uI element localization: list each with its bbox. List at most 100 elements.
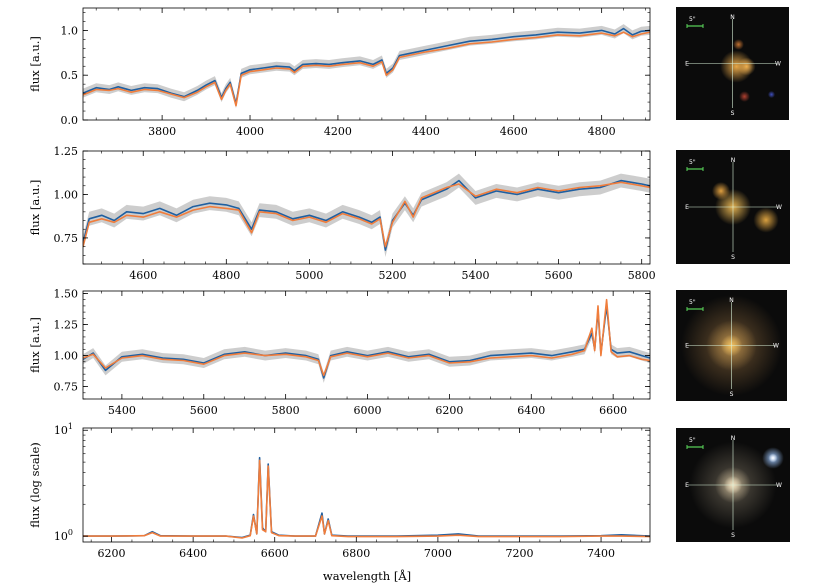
scale-label: 5": [689, 299, 696, 306]
y-tick-label: 1.00: [54, 188, 79, 201]
y-tick-label: 0.75: [54, 381, 79, 394]
x-tick-label: 6000: [354, 404, 382, 417]
observed-spectrum-line: [83, 179, 650, 251]
x-tick-label: 5600: [545, 269, 573, 282]
plot-area: [83, 24, 650, 109]
x-tick-label: 4600: [500, 125, 528, 138]
y-axis-label: flux [a.u.]: [28, 317, 42, 373]
compass-east: E: [685, 482, 689, 489]
axes-frame: [82, 290, 651, 400]
plot-area: [83, 173, 650, 257]
observed-spectrum-line: [83, 305, 650, 379]
x-tick-label: 5800: [272, 404, 300, 417]
y-tick-exponent: 1: [68, 422, 73, 431]
x-tick-label: 5000: [295, 269, 323, 282]
galaxy-thumbnail-1: 5" N S E W: [676, 7, 789, 120]
x-tick-label: 7000: [424, 547, 452, 560]
observed-uncertainty-band: [83, 300, 650, 383]
galaxy-source: [733, 39, 744, 50]
y-tick-label: 0.0: [61, 114, 79, 127]
compass-west: W: [773, 343, 779, 350]
compass-east: E: [685, 61, 689, 68]
x-axis-label: wavelength [Å]: [323, 569, 411, 583]
y-tick-label: 1.50: [54, 287, 79, 300]
spectrum-panel-1: 3800 4000 4200 4400 4600 4800 0.0 0.5 1.0 flux [a…: [28, 7, 651, 138]
scale-label: 5": [689, 437, 696, 444]
y-axis-label: flux [a.u.]: [28, 36, 42, 92]
y-axis-label: flux (log scale): [28, 442, 42, 528]
galaxy-source: [767, 90, 776, 99]
compass-south: S: [731, 110, 735, 117]
x-tick-label: 6200: [98, 547, 126, 560]
spectrum-panel-2: 4600 4800 5000 5200 5400 5600 5800 0.75 1.00 1.25…: [28, 145, 656, 282]
x-tick-label: 5600: [190, 404, 218, 417]
x-tick-label: 6400: [179, 547, 207, 560]
y-axis-label: flux [a.u.]: [28, 180, 42, 236]
y-tick-label: 101: [54, 422, 73, 437]
plot-area: [83, 298, 650, 383]
y-tick-exponent: 0: [68, 528, 73, 537]
y-tick-label: 100: [54, 528, 73, 543]
x-tick-label: 7200: [505, 547, 533, 560]
thumbnail-sources: [720, 39, 776, 102]
x-tick-label: 6400: [517, 404, 545, 417]
x-tick-label: 5800: [628, 269, 656, 282]
compass-north: N: [730, 14, 735, 21]
observed-spectrum-line: [83, 456, 650, 539]
x-tick-label: 5200: [378, 269, 406, 282]
observed-uncertainty-band: [83, 173, 650, 257]
spectrum-panel-4: 6200 6400 6600 6800 7000 7200 7400 100 101 flux (…: [28, 422, 651, 560]
x-tick-label: 6800: [342, 547, 370, 560]
compass-north: N: [731, 157, 736, 164]
x-tick-label: 4800: [212, 269, 240, 282]
axes-frame: [82, 150, 651, 265]
model-spectrum-line: [83, 31, 650, 107]
y-tick-label: 1.00: [54, 350, 79, 363]
axes-frame: [82, 7, 651, 121]
scale-label: 5": [689, 159, 696, 166]
compass-south: S: [731, 532, 735, 539]
compass-south: S: [730, 391, 734, 398]
x-tick-label: 3800: [148, 125, 176, 138]
compass-west: W: [776, 482, 782, 489]
x-tick-label: 6600: [261, 547, 289, 560]
model-spectrum-line: [83, 459, 650, 539]
model-spectrum-line: [83, 181, 650, 248]
observed-uncertainty-band: [83, 24, 650, 109]
thumbnail-sources: [689, 441, 784, 529]
compass-east: E: [685, 343, 689, 350]
plot-area: [83, 456, 650, 539]
x-tick-label: 6200: [435, 404, 463, 417]
compass-north: N: [731, 435, 736, 442]
model-spectrum-line: [83, 298, 650, 377]
galaxy-source: [753, 207, 779, 233]
galaxy-thumbnail-4: 5" N S E W: [676, 428, 790, 542]
x-tick-label: 4400: [412, 125, 440, 138]
y-tick-label: 1.25: [54, 145, 79, 158]
x-tick-label: 4600: [129, 269, 157, 282]
y-tick-label: 0.5: [61, 69, 79, 82]
galaxy-source: [739, 91, 750, 102]
x-tick-label: 4800: [588, 125, 616, 138]
compass-east: E: [685, 204, 689, 211]
x-tick-label: 4200: [324, 125, 352, 138]
spectrum-panel-3: 5400 5600 5800 6000 6200 6400 6600 0.75 1.00 1.25…: [28, 287, 651, 417]
scale-label: 5": [689, 16, 696, 23]
galaxy-thumbnails: 5" N S E W 5" N S E W 5" N S E W 5" N S E W: [676, 7, 790, 542]
compass-west: W: [776, 204, 782, 211]
y-tick-label: 1.25: [54, 319, 79, 332]
galaxy-source: [737, 57, 756, 76]
axes-frame: [82, 427, 651, 543]
compass-west: W: [775, 61, 781, 68]
x-tick-label: 5400: [462, 269, 490, 282]
compass-north: N: [729, 297, 734, 304]
compass-south: S: [731, 254, 735, 261]
spectrum-panels: 3800 4000 4200 4400 4600 4800 0.0 0.5 1.0 flux [a…: [28, 7, 656, 560]
x-tick-label: 4000: [236, 125, 264, 138]
x-tick-label: 6600: [599, 404, 627, 417]
x-tick-label: 5400: [108, 404, 136, 417]
observed-spectrum-line: [83, 27, 650, 105]
galaxy-source: [768, 453, 778, 463]
galaxy-thumbnail-2: 5" N S E W: [676, 150, 790, 264]
